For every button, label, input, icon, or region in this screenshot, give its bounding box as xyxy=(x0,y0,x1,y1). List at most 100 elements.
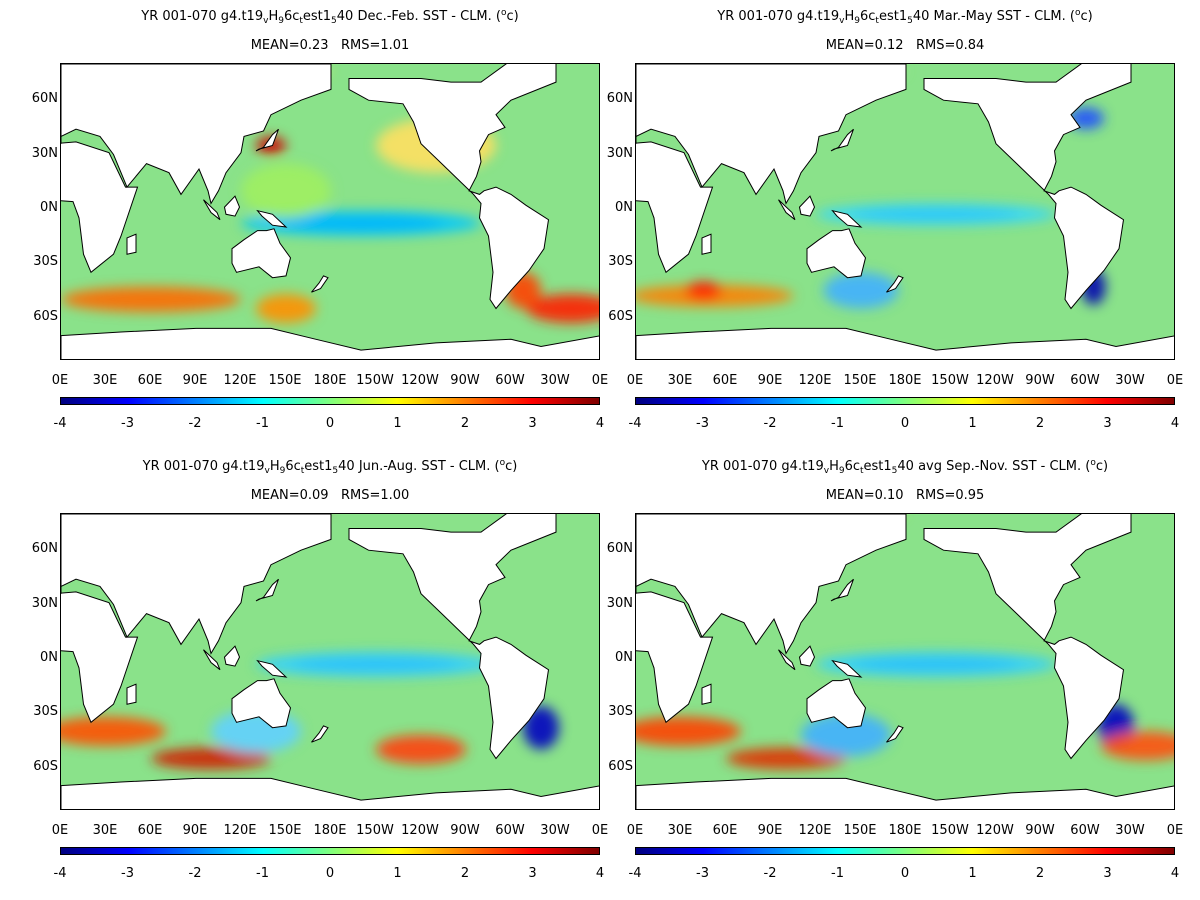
panel-title: YR 001-070 g4.t19vH96ctest1540 avg Sep.-… xyxy=(635,458,1175,476)
longitude-tick-label: 0E xyxy=(51,373,69,388)
title-segment: 9 xyxy=(854,16,860,26)
colorbar-tick-label: 0 xyxy=(325,416,335,431)
longitude-tick-label: 0E xyxy=(1166,823,1184,838)
land-mass xyxy=(203,199,221,221)
latitude-tick-label: 30N xyxy=(606,595,633,611)
longitude-tick-label: 30E xyxy=(667,373,693,388)
longitude-tick-label: 0E xyxy=(51,823,69,838)
longitude-tick-label: 60W xyxy=(495,823,525,838)
colorbar-tick-label: 2 xyxy=(1035,866,1045,881)
title-segment: t xyxy=(300,466,305,476)
colorbar-tick-label: -2 xyxy=(763,416,777,431)
colorbar-tick-label: -1 xyxy=(256,416,269,431)
colorbar-tick-label: -2 xyxy=(188,866,202,881)
title-segment: 6c xyxy=(860,9,876,24)
land-mass xyxy=(886,275,904,293)
colorbar-tick-label: 1 xyxy=(968,866,977,881)
land-mass xyxy=(923,64,1132,310)
anomaly-patch xyxy=(1101,731,1174,761)
map-panel: YR 001-070 g4.t19vH96ctest1540 Jun.-Aug.… xyxy=(0,450,609,890)
longitude-tick-label: 30W xyxy=(1115,373,1145,388)
longitude-tick-label: 150E xyxy=(843,373,877,388)
longitude-tick-label: 30W xyxy=(1115,823,1145,838)
anomaly-patch xyxy=(61,286,241,313)
title-segment: H xyxy=(829,459,839,474)
land-mass xyxy=(223,645,241,667)
title-segment: o xyxy=(499,458,506,468)
land-mass xyxy=(831,659,863,678)
sst-anomaly-map xyxy=(635,63,1175,360)
anomaly-patch xyxy=(376,734,466,764)
longitude-tick-label: 120W xyxy=(401,823,439,838)
anomaly-patch xyxy=(685,281,722,300)
land-mass xyxy=(311,275,329,293)
title-segment: YR 001-070 g4.t19 xyxy=(141,9,264,24)
title-segment: o xyxy=(1074,8,1081,18)
longitude-tick-label: 90E xyxy=(182,823,208,838)
land-mass xyxy=(923,514,1132,760)
longitude-tick-label: 150W xyxy=(356,373,394,388)
land-mass xyxy=(636,141,714,274)
title-segment: c) xyxy=(1095,459,1109,474)
land-mass xyxy=(61,141,139,274)
land-mass xyxy=(126,683,137,705)
longitude-tick-label: 60E xyxy=(712,823,738,838)
title-segment: 5 xyxy=(331,16,337,26)
longitude-tick-label: 60W xyxy=(1070,823,1100,838)
colorbar-tick-label: -4 xyxy=(53,416,67,431)
colorbar-tick-label: 3 xyxy=(528,416,537,431)
title-segment: est1 xyxy=(878,9,908,24)
colorbar-tick-label: 2 xyxy=(1035,416,1045,431)
longitude-tick-label: 180E xyxy=(313,823,347,838)
latitude-tick-label: 30S xyxy=(608,704,633,720)
anomaly-patch xyxy=(526,293,599,323)
land-mass xyxy=(61,591,139,724)
longitude-tick-label: 150E xyxy=(268,373,302,388)
land-mass xyxy=(256,209,288,228)
colorbar-tick-label: 0 xyxy=(325,866,335,881)
latitude-tick-label: 60N xyxy=(606,91,633,107)
panel-title: YR 001-070 g4.t19vH96ctest1540 Jun.-Aug.… xyxy=(60,458,600,476)
longitude-tick-label: 30E xyxy=(92,373,118,388)
longitude-tick-label: 150E xyxy=(268,823,302,838)
land-mass xyxy=(798,195,816,217)
title-segment: H xyxy=(844,9,855,24)
title-segment: v xyxy=(263,16,269,26)
title-segment: t xyxy=(299,16,303,26)
longitude-tick-label: 150W xyxy=(931,373,969,388)
title-segment: t xyxy=(860,466,864,476)
title-segment: 6c xyxy=(285,459,301,474)
title-segment: 40 avg Sep.-Nov. SST - CLM. ( xyxy=(897,459,1091,474)
title-segment: c) xyxy=(506,9,519,24)
anomaly-patch xyxy=(816,203,1056,226)
longitude-tick-label: 60W xyxy=(495,373,525,388)
colorbar-tick-label: -4 xyxy=(628,866,642,881)
panel-stats: MEAN=0.12 RMS=0.84 xyxy=(825,38,985,53)
latitude-tick-label: 30N xyxy=(606,145,633,161)
longitude-tick-label: 120W xyxy=(976,823,1014,838)
latitude-tick-label: 0N xyxy=(40,199,58,215)
anomaly-patch xyxy=(801,713,891,757)
anomaly-patch xyxy=(151,747,271,770)
longitude-tick-label: 150W xyxy=(356,823,394,838)
title-segment: 5 xyxy=(907,16,913,26)
colorbar-tick-label: -3 xyxy=(696,866,709,881)
colorbar-tick-label: 1 xyxy=(393,866,402,881)
latitude-tick-label: 60N xyxy=(31,541,58,557)
latitude-tick-label: 30S xyxy=(608,254,633,270)
colorbar-tick-label: 2 xyxy=(460,866,470,881)
sst-anomaly-map xyxy=(60,63,600,360)
latitude-tick-label: 0N xyxy=(40,649,58,665)
longitude-tick-label: 30W xyxy=(540,373,570,388)
colorbar-tick-label: 3 xyxy=(528,866,537,881)
anomaly-patch xyxy=(726,747,846,770)
longitude-tick-label: 30W xyxy=(540,823,570,838)
map-canvas xyxy=(636,514,1174,809)
colorbar-tick-label: 1 xyxy=(393,416,402,431)
colorbar-tick-label: 4 xyxy=(1170,866,1180,881)
colorbar-tick-label: -2 xyxy=(763,866,777,881)
map-panel: YR 001-070 g4.t19vH96ctest1540 Mar.-May … xyxy=(575,0,1184,440)
panel-stats: MEAN=0.09 RMS=1.00 xyxy=(250,488,410,503)
map-panel: YR 001-070 g4.t19vH96ctest1540 Dec.-Feb.… xyxy=(0,0,609,440)
land-mass xyxy=(61,327,599,359)
